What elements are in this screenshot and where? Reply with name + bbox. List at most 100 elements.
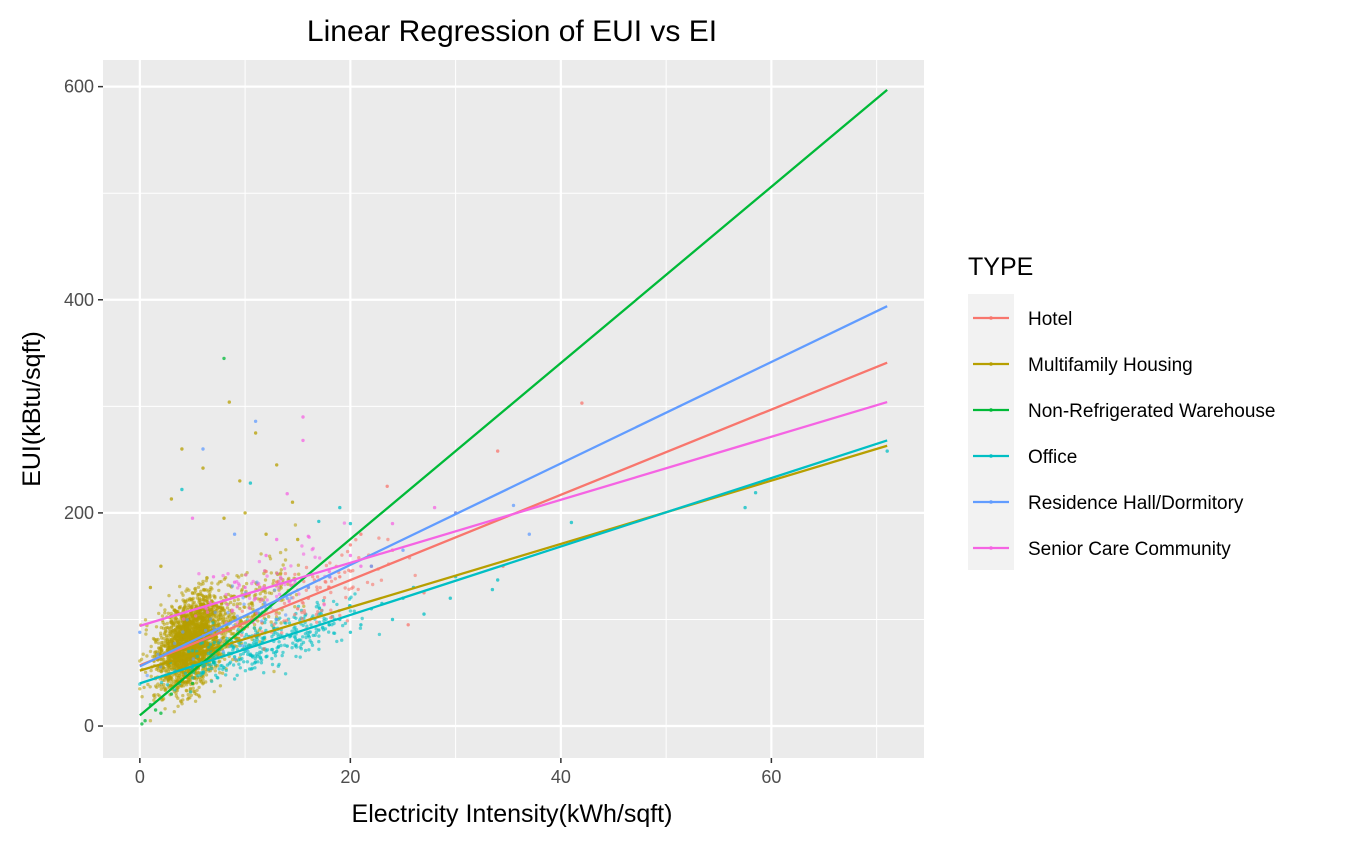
multifamily-housing-point [208,593,212,597]
multifamily-housing-point [144,632,148,636]
hotel-point [329,590,333,595]
multifamily-housing-point [197,695,202,699]
office-point [173,688,177,692]
multifamily-housing-point [156,682,160,686]
multifamily-housing-point [219,596,223,600]
residence-hall-dormitory-point [191,657,195,661]
multifamily-housing-point [258,592,262,596]
hotel-point [300,617,304,621]
plot-panel [103,60,924,758]
multifamily-housing-point [193,699,198,703]
office-point [309,623,313,627]
multifamily-housing-point [238,606,242,611]
multifamily-housing-point [214,635,219,639]
multifamily-housing-point [183,628,187,632]
multifamily-housing-point [272,579,276,583]
multifamily-housing-point [198,679,202,683]
multifamily-housing-point [283,558,288,562]
multifamily-housing-point [191,596,195,601]
multifamily-housing-point [152,693,157,697]
residence-hall-dormitory-point [172,641,177,646]
multifamily-housing-point [252,623,257,627]
multifamily-housing-point [163,631,167,635]
senior-care-community-point [301,438,305,443]
multifamily-housing-point [139,657,144,661]
multifamily-housing-point [201,644,206,648]
senior-care-community-point [224,592,228,597]
legend-label-hotel: Hotel [1028,309,1072,330]
hotel-point [300,610,304,615]
residence-hall-dormitory-point [242,602,246,606]
multifamily-housing-point [278,550,283,555]
legend-label-senior-care-community: Senior Care Community [1028,539,1231,560]
multifamily-housing-point [205,640,209,644]
multifamily-housing-point [253,431,258,435]
multifamily-housing-point [238,602,242,606]
residence-hall-dormitory-point [273,588,277,592]
office-point [299,638,303,642]
multifamily-housing-point [159,640,164,645]
multifamily-housing-point [220,671,225,675]
office-point [317,647,321,651]
senior-care-community-point [390,521,395,526]
non-refrigerated-warehouse-point [143,719,147,723]
office-point [213,662,217,667]
multifamily-housing-point [290,500,295,504]
multifamily-housing-point [238,619,242,623]
office-point [377,632,382,637]
multifamily-housing-point [145,654,149,658]
multifamily-housing-point [198,611,202,615]
hotel-point [329,616,333,620]
multifamily-housing-point [156,641,161,645]
office-point [224,668,228,673]
residence-hall-dormitory-point [253,419,258,423]
office-point [327,623,331,627]
multifamily-housing-point [201,681,206,685]
y-tick-label: 0 [84,716,94,736]
multifamily-housing-point [279,586,283,590]
multifamily-housing-point [220,602,224,606]
legend-key-background [968,294,1014,570]
multifamily-housing-point [140,695,144,699]
y-tick-label: 200 [64,503,94,523]
multifamily-housing-point [240,573,244,577]
multifamily-housing-point [194,657,198,661]
hotel-point [315,588,319,592]
multifamily-housing-point [203,624,207,628]
multifamily-housing-point [186,678,191,682]
office-point [252,638,256,642]
office-point [250,662,254,666]
office-point [309,640,314,645]
office-point [214,673,218,677]
office-point [280,653,284,658]
multifamily-housing-point [152,654,157,659]
office-point [190,649,195,653]
multifamily-housing-point [180,447,184,451]
multifamily-housing-point [222,577,227,581]
multifamily-housing-point [176,696,180,700]
multifamily-housing-point [188,686,193,691]
multifamily-housing-point [142,685,146,690]
hotel-point [282,601,287,606]
multifamily-housing-point [279,621,283,625]
office-point [360,616,364,621]
office-point [496,578,500,582]
senior-care-community-point [208,600,212,604]
multifamily-housing-point [229,632,234,636]
hotel-point [272,622,276,626]
non-refrigerated-warehouse-regression-line [139,88,888,717]
multifamily-housing-point [174,655,178,659]
multifamily-housing-point [152,698,156,702]
hotel-point [340,553,344,557]
multifamily-housing-point [250,603,255,608]
multifamily-housing-point [184,637,188,642]
multifamily-housing-point [163,611,167,615]
multifamily-housing-point [191,686,195,690]
multifamily-housing-point [210,587,214,591]
office-point [321,598,326,603]
senior-care-community-point [313,555,317,559]
office-point [285,644,289,648]
multifamily-housing-point [177,673,181,678]
office-point [353,592,357,596]
